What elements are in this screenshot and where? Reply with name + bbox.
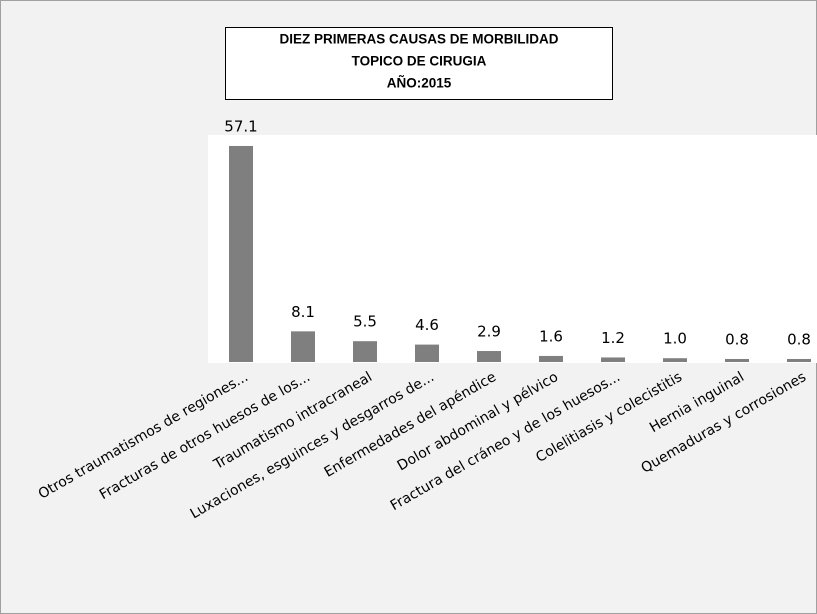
bar: [539, 355, 563, 362]
data-label: 4.6: [415, 316, 439, 334]
data-label: 57.1: [224, 117, 257, 135]
bar: [415, 344, 439, 362]
data-label: 0.8: [725, 330, 749, 348]
data-label: 1.2: [601, 329, 625, 347]
chart-title: AÑO:2015: [387, 76, 452, 91]
chart-title: TOPICO DE CIRUGIA: [352, 54, 487, 69]
data-label: 5.5: [353, 313, 377, 331]
bar: [291, 331, 315, 362]
bar: [477, 351, 501, 362]
data-label: 8.1: [291, 303, 315, 321]
title-box: [225, 27, 613, 100]
data-label: 0.8: [787, 330, 811, 348]
bar: [725, 358, 749, 362]
data-label: 1.0: [663, 330, 687, 348]
chart-title: DIEZ PRIMERAS CAUSAS DE MORBILIDAD: [279, 32, 558, 47]
bar: [787, 358, 811, 362]
data-label: 1.6: [539, 327, 563, 345]
bar: [601, 357, 625, 362]
data-label: 2.9: [477, 323, 501, 341]
plot-area: [208, 135, 817, 363]
bar: [353, 341, 377, 362]
bar: [663, 358, 687, 362]
bar: [229, 145, 253, 362]
